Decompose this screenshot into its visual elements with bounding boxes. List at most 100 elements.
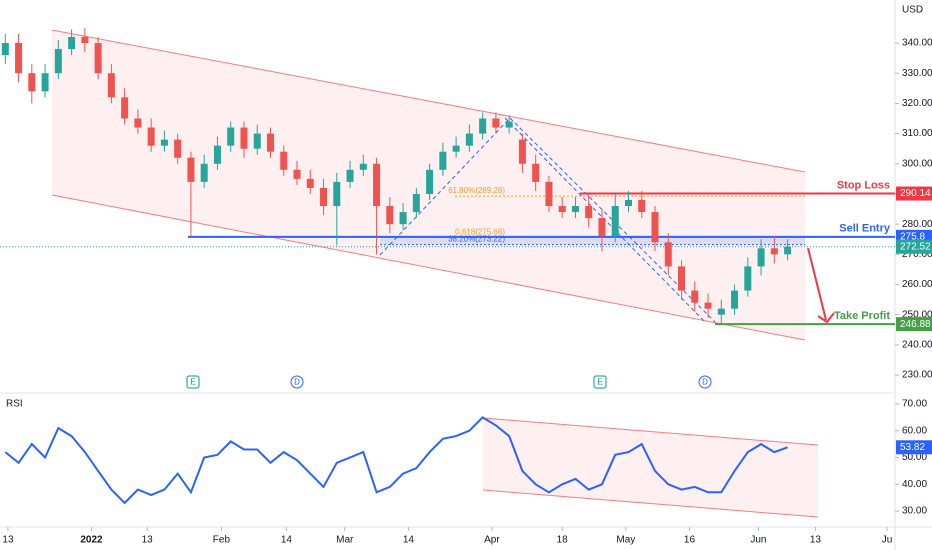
y-tick-label: 320.00 <box>902 98 932 109</box>
candle-body <box>439 151 447 170</box>
candle-body <box>558 206 566 213</box>
price-tag <box>896 239 932 254</box>
candle-body <box>545 181 553 207</box>
y-tick-label: 230.00 <box>902 370 932 381</box>
y-tick-label: 40.00 <box>902 479 927 490</box>
level-name: Take Profit <box>834 310 890 322</box>
candle-body <box>571 206 579 213</box>
candle-body <box>611 206 619 237</box>
currency: USD <box>902 5 923 16</box>
candle-body <box>266 133 274 152</box>
candle-body <box>68 36 76 50</box>
x-tick-label: May <box>616 535 635 546</box>
candle-body <box>479 118 487 134</box>
candle-body <box>505 121 513 128</box>
arrow <box>807 247 835 324</box>
candle-body <box>15 43 23 74</box>
candle-body <box>280 151 288 170</box>
level-name: Sell Entry <box>839 223 891 235</box>
candle-body <box>293 169 301 179</box>
rsi-line <box>4 416 788 505</box>
fib-label: 0.618(275.66) <box>455 227 505 236</box>
price-tag <box>896 440 932 455</box>
x-tick-label: Feb <box>213 535 231 546</box>
candle-body <box>359 163 367 170</box>
candle-body <box>678 266 686 291</box>
price-tag <box>896 186 932 201</box>
channel-lower <box>51 194 806 341</box>
x-tick-label: Ju <box>882 535 893 546</box>
x-tick-label: 14 <box>403 535 415 546</box>
price-tag-label: 275.8 <box>900 231 925 242</box>
candle-body <box>174 139 182 158</box>
fib-label: 38.20%(273.22) <box>448 235 505 244</box>
candle-body <box>253 133 261 149</box>
event-icon <box>186 375 200 389</box>
candle-body <box>306 178 314 188</box>
candle-body <box>731 290 739 309</box>
candle-body <box>757 248 765 267</box>
price-tag-label: 53.82 <box>900 442 925 453</box>
candle-body <box>664 242 672 267</box>
event-label: E <box>190 378 195 387</box>
rsi-title: RSI <box>6 399 23 410</box>
candle-body <box>412 193 420 213</box>
candle-body <box>770 248 778 255</box>
candle-body <box>346 169 354 182</box>
rsi-channel-fill <box>483 418 818 517</box>
candle-body <box>213 145 221 164</box>
candle-body <box>651 212 659 243</box>
candle-body <box>585 206 593 219</box>
x-tick-label: 13 <box>142 535 154 546</box>
y-tick-label: 300.00 <box>902 158 932 169</box>
candle-body <box>386 206 394 225</box>
candle-body <box>81 36 89 44</box>
candle-body <box>717 308 725 315</box>
candle-body <box>121 97 129 119</box>
event-label: D <box>294 378 300 387</box>
price-tag-label: 290.14 <box>900 188 931 199</box>
candle-body <box>160 139 168 146</box>
candle-body <box>187 157 195 182</box>
rsi-channel-upper <box>482 417 819 446</box>
x-tick-label: 13 <box>810 535 822 546</box>
candle-body <box>452 145 460 152</box>
candle-body <box>333 181 341 207</box>
candle-body <box>784 246 792 255</box>
y-tick-label: 60.00 <box>902 425 927 436</box>
candle-body <box>691 290 699 303</box>
candle-body <box>54 49 62 74</box>
candle-body <box>240 127 248 149</box>
candle-body <box>532 163 540 182</box>
fib-leg <box>379 117 511 256</box>
y-tick-label: 340.00 <box>902 38 932 49</box>
price-tag-label: 246.88 <box>900 319 931 330</box>
candle-body <box>704 302 712 309</box>
candle-body <box>200 163 208 182</box>
event-label: D <box>702 378 708 387</box>
y-tick-label: 50.00 <box>902 452 927 463</box>
rsi-channel-lower <box>482 489 819 518</box>
candle-body <box>1 43 9 56</box>
y-tick-label: 70.00 <box>902 399 927 410</box>
level-name: Stop Loss <box>837 179 890 191</box>
fib-zone <box>380 237 805 245</box>
price-tag <box>896 317 932 332</box>
price-tag-label: 272.52 <box>900 241 931 252</box>
x-tick-label: 18 <box>557 535 569 546</box>
x-tick-label: 13 <box>2 535 14 546</box>
channel-upper <box>51 29 806 173</box>
candle-body <box>426 169 434 194</box>
y-tick-label: 30.00 <box>902 506 927 517</box>
event-icon <box>698 375 712 389</box>
candle-body <box>465 133 473 146</box>
candle-body <box>147 127 155 146</box>
candle-body <box>107 73 115 98</box>
candle-body <box>492 118 500 128</box>
y-tick-label: 330.00 <box>902 68 932 79</box>
candle-body <box>598 218 606 237</box>
candle-body <box>94 43 102 74</box>
candle-body <box>638 200 646 213</box>
event-icon <box>290 375 304 389</box>
